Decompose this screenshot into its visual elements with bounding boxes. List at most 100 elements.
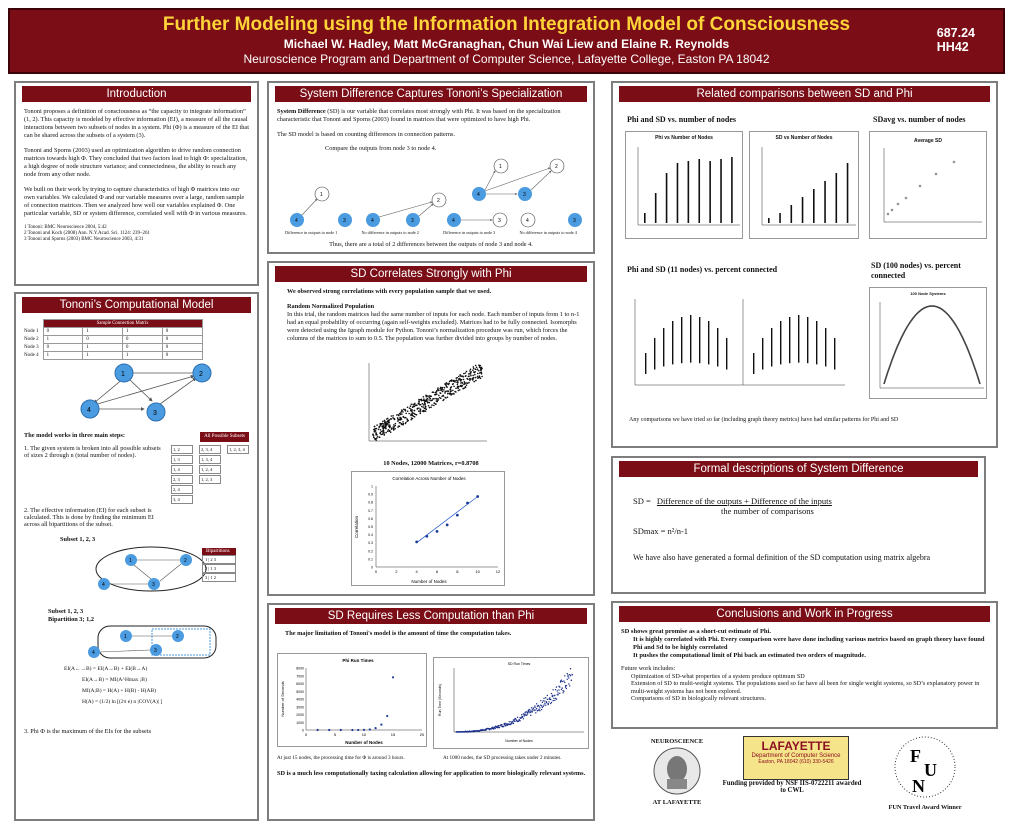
data-point — [463, 372, 465, 375]
data-point — [383, 420, 386, 422]
data-point — [397, 426, 399, 428]
data-point — [462, 387, 464, 390]
subsets-grid: 1, 2 1, 3 1, 4 2, 3 2, 4 3, 4 2, 3, 4 1,… — [171, 445, 249, 505]
data-point — [375, 427, 378, 430]
poster-title: Further Modeling using the Information I… — [162, 14, 851, 35]
data-point — [512, 722, 515, 725]
data-point — [438, 396, 441, 399]
data-point — [511, 722, 513, 725]
data-point — [462, 378, 465, 381]
data-point — [435, 529, 439, 533]
poster-header: Further Modeling using the Information I… — [8, 8, 1005, 74]
data-point — [407, 419, 409, 422]
matrix-cell: 1 — [42, 335, 84, 344]
data-point — [520, 717, 522, 720]
data-point — [529, 709, 531, 711]
data-point — [525, 714, 528, 716]
matrix-title: Sample Connection Matrix — [42, 319, 203, 328]
data-point — [551, 695, 554, 698]
strip — [753, 353, 755, 374]
conclusion-line-1: SD shows great promise as a short-cut es… — [621, 628, 771, 635]
data-point — [436, 393, 438, 395]
x-axis-label: Number of Nodes — [505, 739, 533, 743]
data-point — [494, 727, 496, 730]
x-axis-label: Number of Nodes — [345, 740, 383, 745]
data-point — [472, 366, 475, 368]
data-point — [475, 379, 477, 382]
strip — [663, 328, 665, 367]
sd-arc-curve — [883, 305, 981, 385]
data-point — [417, 402, 420, 405]
svg-text:3: 3 — [573, 218, 576, 224]
data-point — [399, 416, 401, 419]
poster-authors: Michael W. Hadley, Matt McGranaghan, Chu… — [283, 37, 730, 51]
matrix-cell: 0 — [42, 343, 84, 352]
data-point — [470, 374, 472, 377]
data-point — [540, 699, 542, 702]
data-point — [571, 673, 573, 676]
data-point — [502, 725, 505, 728]
data-point — [382, 428, 384, 430]
data-point — [378, 436, 381, 438]
data-point — [542, 705, 544, 708]
data-point — [400, 410, 403, 413]
strip — [798, 315, 800, 363]
matrix-cell: 0 — [42, 327, 84, 336]
sd-formula: SD = Difference of the outputs + Differe… — [633, 496, 832, 506]
data-point — [420, 405, 423, 408]
reference-3: 3 Tononi and Sporns (2003) BMC Neuroscie… — [24, 237, 144, 242]
data-point — [540, 705, 543, 707]
strip — [645, 353, 647, 374]
equation-entropy: H(A) = (1/2) ln [(2π e) n |COV(A)| ] — [82, 699, 163, 705]
data-point — [339, 728, 342, 732]
data-point — [411, 406, 414, 408]
strip — [762, 338, 764, 370]
data-point — [563, 680, 565, 682]
svg-text:2: 2 — [199, 371, 203, 378]
svg-text:3: 3 — [523, 192, 526, 198]
data-point — [328, 728, 331, 732]
y-tick-label: 1 — [371, 485, 373, 489]
subset-cell: 1, 2, 4 — [199, 465, 221, 474]
data-point — [450, 380, 453, 382]
data-point — [469, 368, 472, 371]
sd-100-nodes-svg — [879, 302, 984, 389]
data-point — [425, 408, 428, 411]
fun-award-icon: F U N — [894, 736, 956, 798]
subset-graph: 1 2 4 3 — [95, 546, 207, 592]
data-point — [566, 678, 568, 680]
y-tick-label: 4000 — [296, 698, 304, 702]
sd-formula-denominator: the number of comparisons — [721, 506, 814, 516]
data-point — [408, 412, 410, 415]
data-point — [521, 714, 523, 716]
row-label-2: Node 2 — [24, 337, 39, 342]
strip — [699, 317, 701, 364]
y-tick-label: 3000 — [296, 705, 304, 709]
data-point — [425, 395, 428, 398]
future-work-item-3: Comparisons of SD in biologically releva… — [631, 695, 766, 702]
data-point — [443, 398, 445, 401]
data-point — [398, 414, 400, 417]
funding-text: Funding provided by NSF IIS-0722211 awar… — [722, 780, 862, 794]
data-point — [403, 408, 405, 411]
sd-model-text: The SD model is based on counting differ… — [277, 131, 456, 138]
subset-cell: 1, 2, 3 — [199, 475, 221, 484]
data-point — [445, 384, 447, 386]
svg-text:4: 4 — [87, 407, 91, 414]
data-point — [472, 374, 474, 377]
y-tick-label: 0.5 — [368, 525, 373, 529]
data-point — [522, 713, 525, 715]
strip — [807, 317, 809, 364]
svg-text:3: 3 — [153, 410, 157, 417]
x-axis-label: Number of Nodes — [411, 579, 447, 584]
all-subsets-label: All Possible Subsets — [200, 432, 249, 442]
data-point — [415, 540, 419, 544]
y-tick-label: 0.6 — [368, 517, 373, 521]
density-points — [372, 364, 483, 441]
data-point — [564, 686, 567, 688]
equation-ei: EI(A←→B) = EI(A→B) + EI(B→A) — [64, 666, 148, 672]
data-point — [410, 418, 412, 421]
data-point — [443, 386, 446, 389]
data-point — [432, 391, 435, 393]
data-point — [534, 705, 536, 707]
